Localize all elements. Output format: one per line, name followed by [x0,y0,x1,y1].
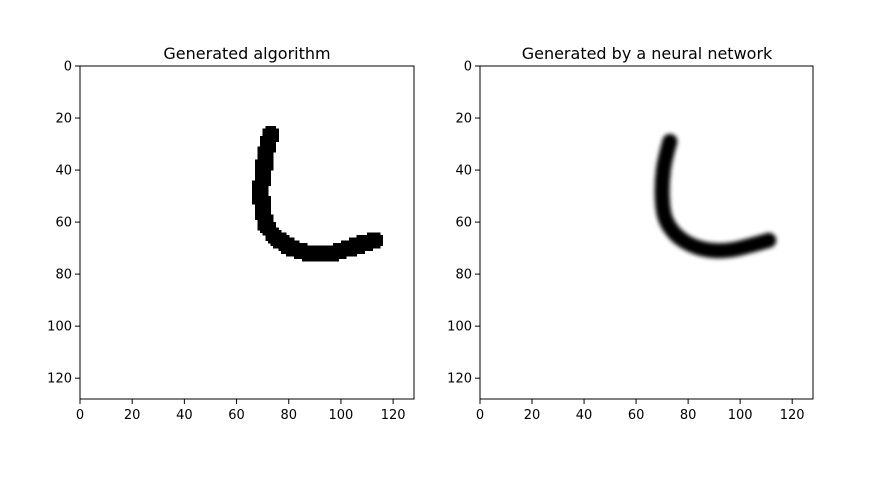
y-tick-label: 60 [455,216,472,231]
stroke-pixels [252,125,384,262]
y-tick-label: 100 [47,320,72,335]
y-tick-label: 120 [47,372,72,387]
y-tick-label: 40 [455,164,472,179]
x-tick-label: 100 [329,408,354,423]
axes-frame-2 [479,65,814,400]
x-tick-label: 0 [476,408,484,423]
x-tick-label: 20 [124,408,141,423]
y-tick-label: 100 [447,320,472,335]
y-tick-label: 20 [55,112,72,127]
x-tick-label: 120 [780,408,805,423]
x-tick-label: 100 [728,408,753,423]
y-tick-label: 80 [455,268,472,283]
panel-generated-algorithm: Generated algorithm 0 20 40 60 80 100 120 0 20 40… [47,44,415,424]
x-tick-label: 60 [228,408,245,423]
x-tick-label: 20 [524,408,541,423]
x-tick-label: 80 [680,408,697,423]
x-tick-label: 0 [76,408,84,423]
y-tick-label: 0 [464,60,472,75]
y-tick-label: 40 [55,164,72,179]
panel-title-1: Generated algorithm [163,44,330,63]
y-tick-label: 120 [447,372,472,387]
axes-frame-1 [79,65,415,400]
y-tick-label: 60 [55,216,72,231]
y-tick-label: 20 [455,112,472,127]
y-tick-label: 80 [55,268,72,283]
ticks-panel-2: 0 20 40 60 80 100 120 0 20 40 60 80 100 120 [447,60,804,424]
x-tick-label: 40 [576,408,593,423]
x-tick-label: 40 [176,408,193,423]
ticks-panel-1: 0 20 40 60 80 100 120 0 20 40 60 80 100 120 [47,60,405,424]
x-tick-label: 60 [628,408,645,423]
panel-generated-by-a-neural-network: Generated by a neural network 0 20 40 60 80 1… [447,44,814,424]
x-tick-label: 120 [381,408,406,423]
stroke-panel-1 [252,125,384,262]
stroke-smooth [654,133,777,259]
panel-title-2: Generated by a neural network [522,44,773,63]
x-tick-label: 80 [280,408,297,423]
stroke-panel-2 [654,133,777,259]
y-tick-label: 0 [64,60,72,75]
